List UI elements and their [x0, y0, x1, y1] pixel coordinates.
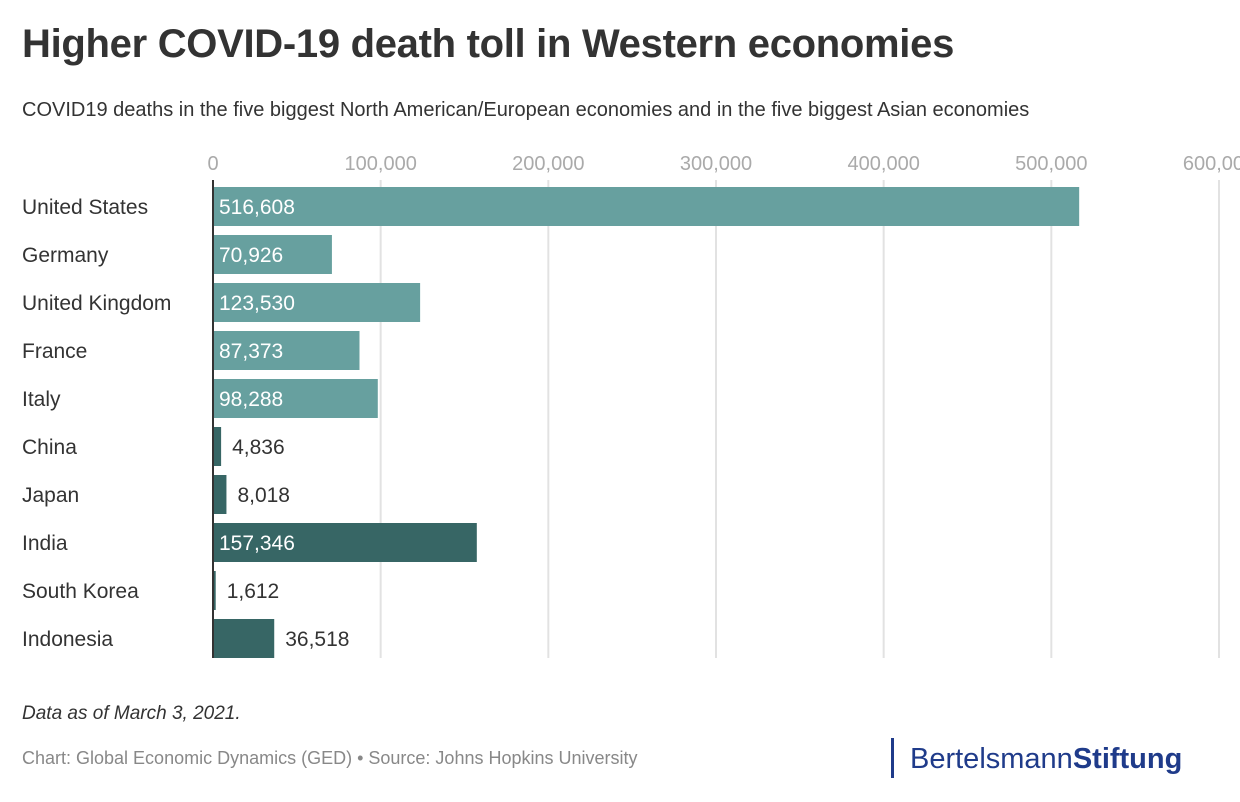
value-label: 8,018 — [237, 484, 290, 507]
bar-indonesia — [213, 619, 275, 658]
value-label: 87,373 — [219, 340, 283, 363]
chart-subtitle: COVID19 deaths in the five biggest North… — [22, 99, 1030, 121]
bar-united-kingdom — [213, 283, 421, 322]
x-tick-label: 400,000 — [848, 153, 920, 175]
category-label: Italy — [22, 388, 61, 411]
category-label: India — [22, 532, 68, 555]
bar-chart: 0 100,000 200,000 300,000 400,000 500,000 600,… — [22, 153, 1240, 658]
bar-south-korea — [213, 571, 216, 610]
bar-japan — [213, 475, 227, 514]
bar-germany — [213, 235, 332, 274]
category-label: Indonesia — [22, 628, 113, 651]
bar-italy — [213, 379, 378, 418]
source-credit: Chart: Global Economic Dynamics (GED) • … — [22, 748, 638, 768]
x-tick-label: 0 — [207, 153, 218, 175]
category-label: China — [22, 436, 77, 459]
value-label: 70,926 — [219, 244, 283, 267]
x-tick-label: 100,000 — [345, 153, 417, 175]
value-label: 516,608 — [219, 196, 295, 219]
value-label: 98,288 — [219, 388, 283, 411]
x-tick-label: 200,000 — [512, 153, 584, 175]
value-label: 123,530 — [219, 292, 295, 315]
x-tick-label: 600,000 — [1183, 153, 1240, 175]
bar-india — [213, 523, 477, 562]
category-label: United Kingdom — [22, 292, 171, 315]
chart-title: Higher COVID-19 death toll in Western ec… — [22, 22, 955, 66]
bar-united-states — [213, 187, 1080, 226]
bar-france — [213, 331, 360, 370]
category-label: Germany — [22, 244, 109, 267]
category-label: Japan — [22, 484, 79, 507]
value-label: 4,836 — [232, 436, 285, 459]
category-label: France — [22, 340, 87, 363]
x-tick-label: 300,000 — [680, 153, 752, 175]
logo-part2: Stiftung — [1072, 743, 1183, 775]
category-label: United States — [22, 196, 148, 219]
value-label: 1,612 — [227, 580, 280, 603]
logo-part1: Bertelsmann — [910, 743, 1073, 775]
x-tick-label: 500,000 — [1015, 153, 1087, 175]
value-label: 157,346 — [219, 532, 295, 555]
data-note: Data as of March 3, 2021. — [22, 703, 241, 724]
bertelsmann-stiftung-logo: BertelsmannStiftung — [891, 738, 1182, 778]
value-label: 36,518 — [285, 628, 349, 651]
category-label: South Korea — [22, 580, 139, 603]
bar-china — [213, 427, 222, 466]
